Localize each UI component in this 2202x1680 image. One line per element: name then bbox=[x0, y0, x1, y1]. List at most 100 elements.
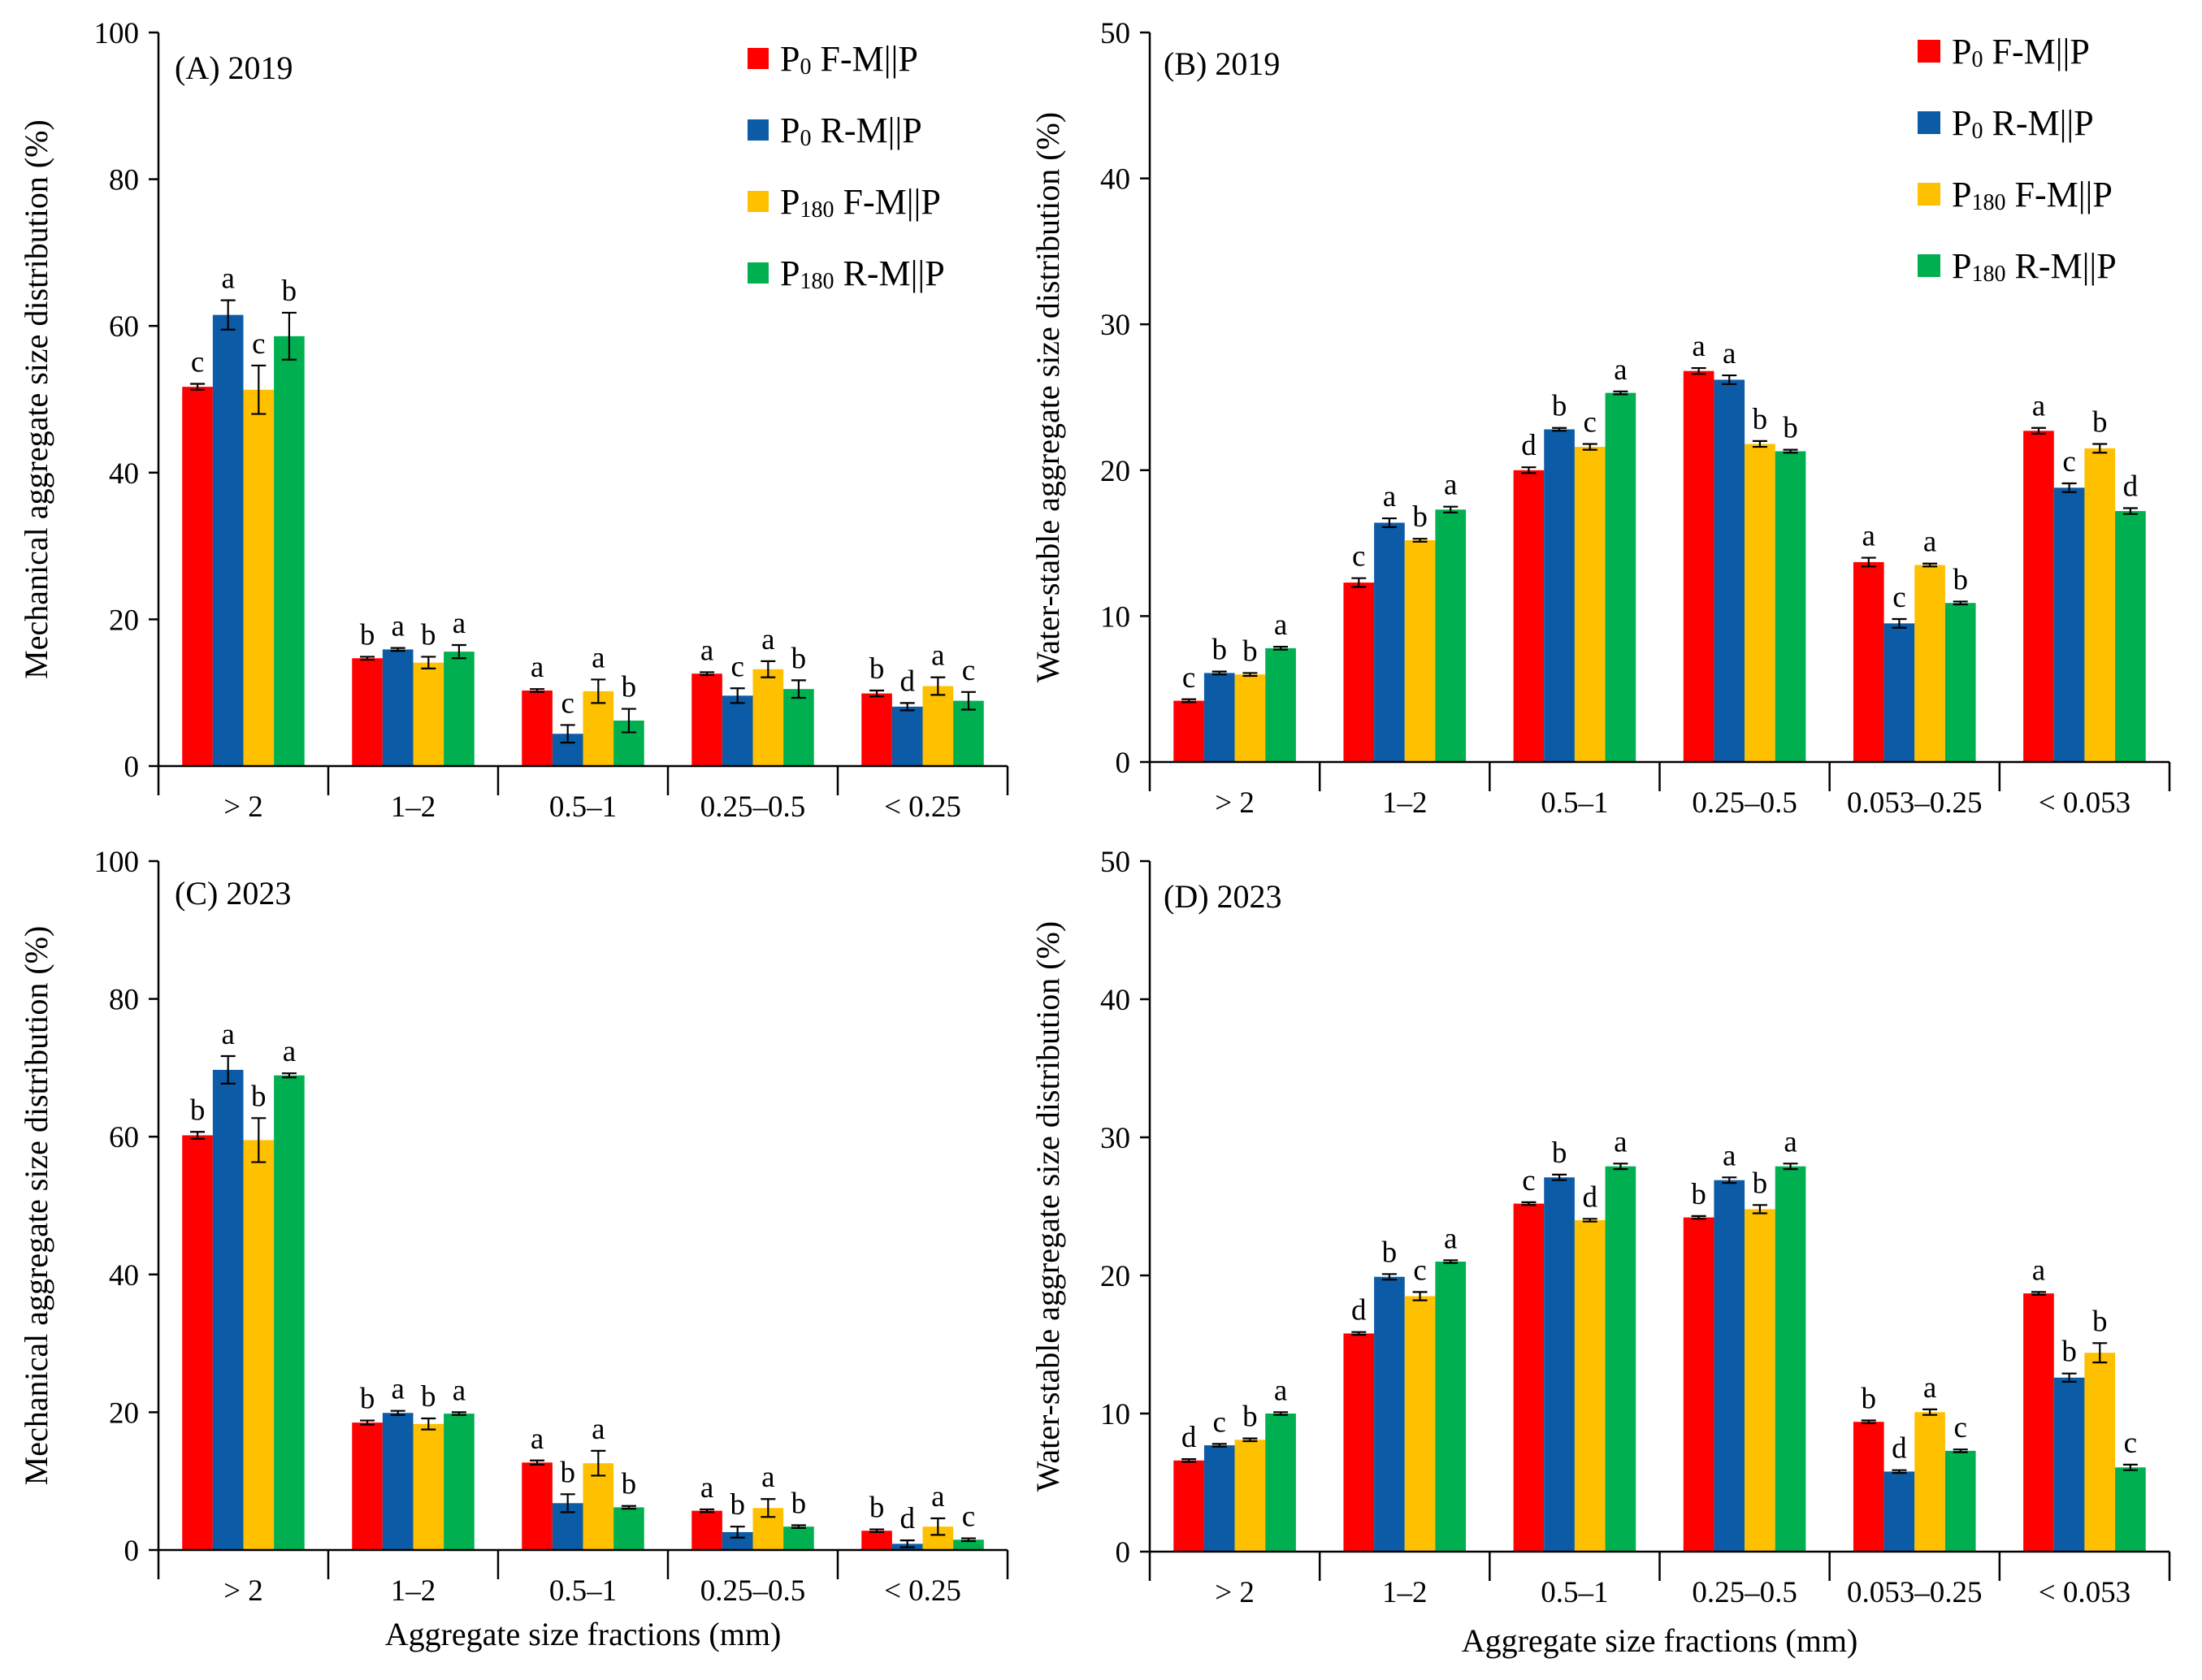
error-bar bbox=[1752, 1204, 1767, 1215]
y-tick-label: 40 bbox=[1100, 984, 1130, 1017]
bar bbox=[891, 706, 923, 766]
x-tick-label: < 0.25 bbox=[884, 1574, 961, 1608]
bar bbox=[522, 690, 553, 766]
legend-label-base: P bbox=[1952, 246, 1971, 286]
error-bar bbox=[1922, 562, 1938, 568]
significance-letter: c bbox=[2062, 445, 2075, 478]
legend-label: P180 F-M||P bbox=[1952, 175, 2113, 215]
legend-label-subscript: 0 bbox=[800, 54, 811, 80]
y-axis-title: Water-stable aggregate size distribution… bbox=[1029, 921, 1066, 1492]
x-tick-label: 0.5–1 bbox=[1541, 786, 1608, 820]
significance-letter: a bbox=[592, 641, 605, 674]
significance-letter: a bbox=[1862, 520, 1875, 553]
bar bbox=[352, 1422, 383, 1550]
error-bar bbox=[869, 689, 885, 698]
significance-letter: b bbox=[622, 671, 637, 704]
bar bbox=[1775, 451, 1806, 762]
bar bbox=[1265, 647, 1296, 762]
x-tick-label: > 2 bbox=[1215, 1576, 1255, 1609]
bar bbox=[1234, 1440, 1266, 1552]
significance-letter: b bbox=[560, 1456, 575, 1489]
error-bar bbox=[390, 1409, 405, 1416]
error-bar bbox=[1861, 556, 1876, 568]
series-4-bars: aaa ac c bbox=[1265, 1125, 2146, 1552]
significance-letter: a bbox=[700, 1471, 713, 1505]
y-tick-label: 30 bbox=[1100, 309, 1130, 342]
error-bar bbox=[1613, 390, 1628, 396]
series-3-bars: bbc bab bbox=[1234, 403, 2116, 762]
bar bbox=[1683, 1217, 1714, 1552]
error-bar bbox=[1691, 1215, 1706, 1220]
significance-letter: a bbox=[1784, 1125, 1797, 1158]
error-bar bbox=[1381, 517, 1397, 528]
error-bar bbox=[1953, 1448, 1968, 1453]
significance-letter: b bbox=[791, 1487, 807, 1520]
significance-letter: c bbox=[1182, 661, 1195, 695]
error-bar bbox=[2061, 1372, 2077, 1383]
significance-letter: a bbox=[221, 1018, 234, 1051]
bar bbox=[274, 336, 305, 766]
significance-letter: d bbox=[2123, 470, 2139, 503]
y-tick-label: 60 bbox=[109, 310, 139, 344]
legend-entry-1: P0 F-M||P bbox=[1918, 32, 2090, 72]
legend-label-base: P bbox=[780, 39, 800, 79]
significance-letter: d bbox=[1582, 1180, 1597, 1214]
error-bar bbox=[1212, 1443, 1227, 1448]
error-bar bbox=[281, 311, 297, 361]
error-bar bbox=[1552, 426, 1567, 432]
error-bar bbox=[530, 688, 545, 693]
legend-swatch bbox=[748, 48, 769, 69]
significance-letter: b bbox=[251, 1080, 267, 1113]
legend-label-rest: R-M||P bbox=[1983, 103, 2093, 143]
significance-letter: c bbox=[1213, 1405, 1226, 1439]
y-tick-label: 10 bbox=[1100, 600, 1130, 634]
bar bbox=[1173, 700, 1204, 762]
y-tick-label: 0 bbox=[1116, 747, 1131, 780]
bar bbox=[1714, 1180, 1745, 1552]
error-bar bbox=[761, 660, 776, 678]
legend-entry-4: P180 R-M||P bbox=[748, 253, 945, 294]
significance-letter: a bbox=[391, 1373, 404, 1406]
bar bbox=[752, 669, 784, 766]
significance-letter: b bbox=[1862, 1383, 1877, 1416]
significance-letter: b bbox=[1212, 634, 1228, 667]
significance-letter: b bbox=[1242, 1401, 1258, 1434]
legend-swatch bbox=[1918, 183, 1940, 206]
significance-letter: a bbox=[531, 1422, 544, 1456]
error-bar bbox=[421, 656, 436, 670]
x-tick-label: 0.25–0.5 bbox=[1692, 786, 1797, 820]
y-tick-label: 20 bbox=[1100, 1260, 1130, 1293]
error-bar bbox=[1722, 1176, 1737, 1184]
significance-letter: a bbox=[1274, 608, 1287, 642]
error-bar bbox=[930, 676, 946, 696]
significance-letter: b bbox=[2092, 1305, 2108, 1338]
legend-label-base: P bbox=[1952, 32, 1971, 71]
x-tick-label: 0.25–0.5 bbox=[700, 1574, 806, 1608]
bar bbox=[1775, 1166, 1806, 1552]
bar bbox=[691, 673, 722, 766]
bar bbox=[1265, 1414, 1296, 1552]
error-bar bbox=[1783, 1163, 1798, 1171]
bar bbox=[1234, 674, 1266, 762]
legend-swatch bbox=[748, 262, 769, 284]
error-bar bbox=[1613, 1163, 1628, 1171]
significance-letter: a bbox=[931, 1480, 944, 1513]
bar bbox=[2023, 431, 2054, 762]
legend-label: P180 R-M||P bbox=[1952, 246, 2117, 287]
significance-letter: b bbox=[1753, 1167, 1768, 1200]
y-tick-label: 100 bbox=[94, 846, 140, 879]
bar bbox=[274, 1075, 305, 1550]
y-axis-title: Mechanical aggregate size distribution (… bbox=[18, 926, 54, 1486]
bar bbox=[1404, 1296, 1436, 1552]
significance-letter: b bbox=[791, 642, 807, 675]
bar bbox=[861, 693, 892, 766]
error-bar bbox=[560, 1493, 575, 1513]
error-bar bbox=[2122, 1463, 2138, 1471]
bar bbox=[444, 1414, 475, 1550]
bar bbox=[212, 1069, 244, 1550]
legend-label-subscript: 0 bbox=[800, 126, 811, 151]
